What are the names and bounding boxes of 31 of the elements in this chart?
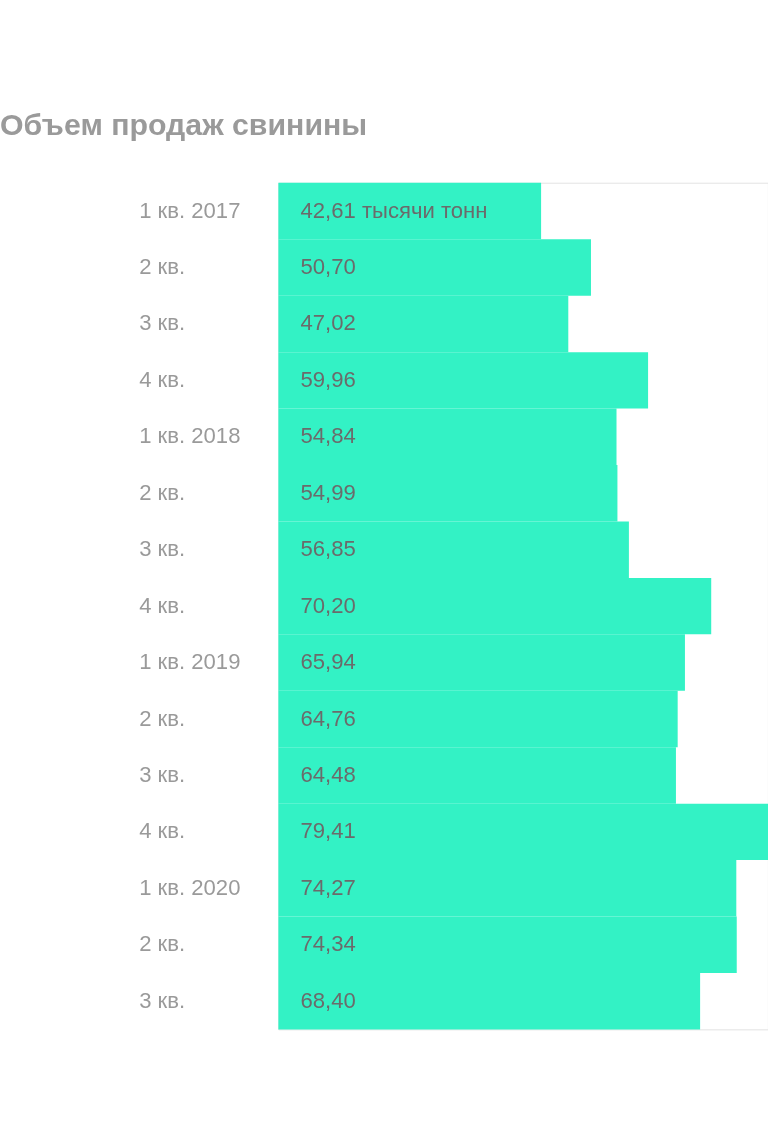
- data-label: 59,96: [300, 366, 356, 392]
- data-label: 65,94: [300, 649, 356, 675]
- y-tick-label: 4 кв.: [139, 592, 186, 618]
- data-label: 54,99: [300, 479, 356, 505]
- data-label: 70,20: [300, 592, 356, 618]
- y-tick-label: 3 кв.: [139, 310, 186, 336]
- y-tick-label: 1 кв. 2020: [139, 874, 241, 900]
- y-tick-label: 4 кв.: [139, 366, 186, 392]
- chart-title: Объем продаж свинины: [0, 108, 368, 142]
- y-tick-label: 4 кв.: [139, 818, 186, 844]
- data-label: 79,41: [300, 818, 356, 844]
- data-label: 54,84: [300, 423, 356, 449]
- y-tick-label: 2 кв.: [139, 705, 186, 731]
- y-tick-label: 1 кв. 2018: [139, 423, 241, 449]
- data-label: 64,48: [300, 761, 356, 787]
- y-tick-label: 1 кв. 2017: [139, 197, 241, 223]
- y-tick-label: 2 кв.: [139, 254, 186, 280]
- y-tick-label: 3 кв.: [139, 987, 186, 1013]
- y-tick-label: 1 кв. 2019: [139, 649, 241, 675]
- data-label: 56,85: [300, 536, 356, 562]
- data-label: 50,70: [300, 254, 356, 280]
- data-label: 64,76: [300, 705, 356, 731]
- data-label: 68,40: [300, 987, 356, 1013]
- data-label: 42,61 тысячи тонн: [300, 197, 488, 223]
- data-label: 47,02: [300, 310, 356, 336]
- data-label: 74,34: [300, 931, 356, 957]
- y-tick-label: 2 кв.: [139, 931, 186, 957]
- data-label: 74,27: [300, 874, 356, 900]
- y-tick-label: 3 кв.: [139, 761, 186, 787]
- y-tick-label: 2 кв.: [139, 479, 186, 505]
- y-tick-label: 3 кв.: [139, 536, 186, 562]
